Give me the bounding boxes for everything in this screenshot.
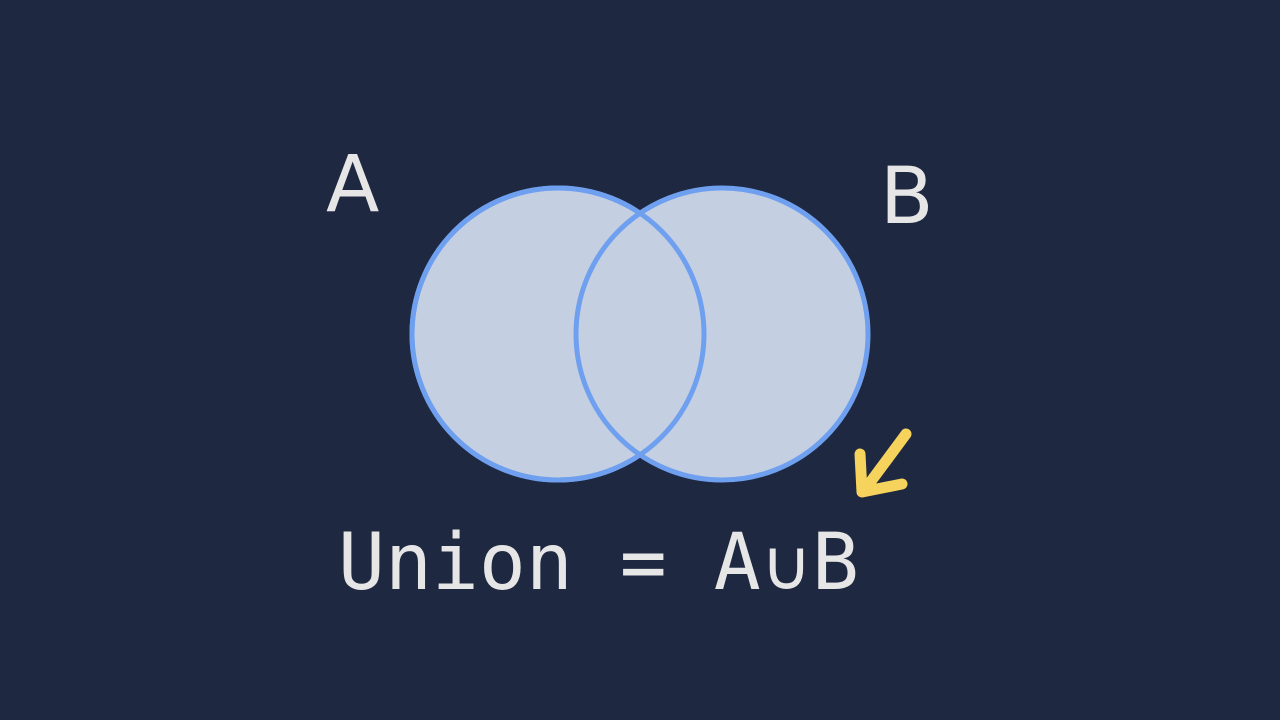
union-equation: Union = A∪B xyxy=(338,524,859,602)
set-a-label: A xyxy=(326,140,380,230)
arrow-down-left-icon xyxy=(854,428,912,498)
equation-lhs: Union xyxy=(338,518,573,608)
set-a-outline xyxy=(409,185,707,483)
equation-rhs-a: A xyxy=(713,518,761,608)
equation-rhs-b: B xyxy=(811,518,859,608)
union-operator: ∪ xyxy=(760,524,812,606)
set-b-label: B xyxy=(880,152,934,242)
equation-equals: = xyxy=(619,518,667,608)
set-b-circle xyxy=(573,185,871,483)
